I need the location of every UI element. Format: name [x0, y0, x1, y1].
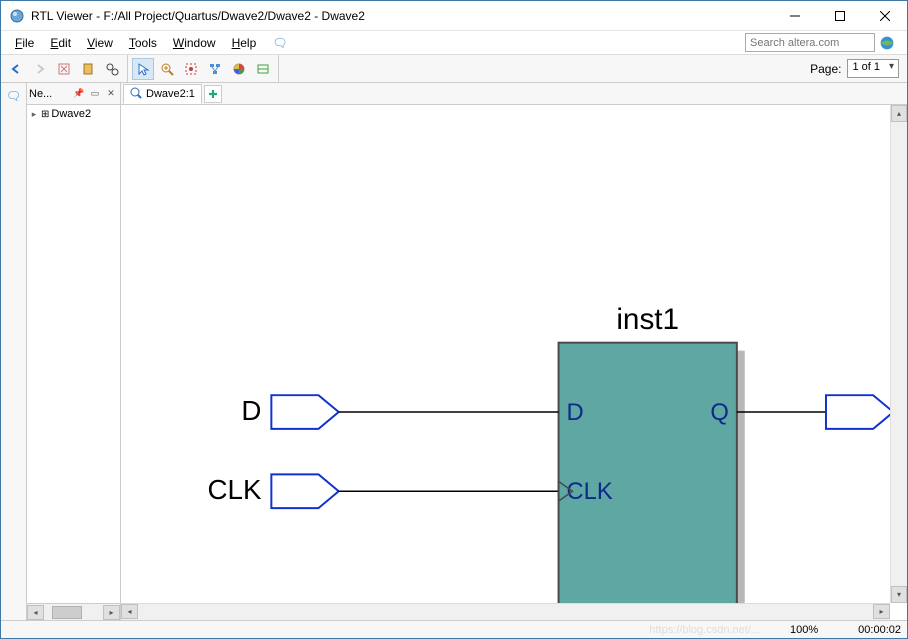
- scroll-left-icon[interactable]: ◂: [27, 605, 44, 620]
- tree-root-label: Dwave2: [51, 108, 91, 120]
- schematic-tab[interactable]: Dwave2:1: [123, 84, 202, 104]
- netlist-hscroll[interactable]: ◂ ▸: [27, 603, 120, 620]
- canvas-scroll-left-icon[interactable]: ◂: [121, 604, 138, 619]
- watermark-text: https://blog.csdn.net/...: [649, 624, 760, 636]
- refresh-button[interactable]: [53, 58, 75, 80]
- left-gutter: 🗨: [1, 83, 27, 620]
- scroll-thumb[interactable]: [52, 606, 82, 619]
- add-tab-button[interactable]: ✚: [204, 85, 222, 103]
- zoom-tool[interactable]: [156, 58, 178, 80]
- bookmark-button[interactable]: [77, 58, 99, 80]
- minimize-button[interactable]: [772, 1, 817, 30]
- back-button[interactable]: [5, 58, 27, 80]
- globe-icon[interactable]: [879, 35, 895, 51]
- expand-icon[interactable]: ▸: [29, 109, 39, 120]
- netlist-panel: Ne... 📌 ▭ ✕ ▸ ⊞ Dwave2 ◂ ▸: [27, 83, 121, 620]
- pin-icon[interactable]: 📌: [72, 87, 86, 101]
- search-input[interactable]: [745, 33, 875, 52]
- page-label: Page:: [810, 62, 841, 76]
- menu-view[interactable]: View: [79, 34, 121, 52]
- color-tool[interactable]: [228, 58, 250, 80]
- status-bar: https://blog.csdn.net/... 100% 00:00:02: [1, 620, 907, 638]
- netlist-tree[interactable]: ▸ ⊞ Dwave2: [27, 105, 120, 603]
- workspace: 🗨 Ne... 📌 ▭ ✕ ▸ ⊞ Dwave2 ◂ ▸ Dwave2:1: [1, 83, 907, 620]
- hierarchy-icon: ⊞: [41, 109, 49, 120]
- tab-bar: Dwave2:1 ✚: [121, 83, 907, 105]
- menu-tools[interactable]: Tools: [121, 34, 165, 52]
- scroll-down-icon[interactable]: ▾: [891, 586, 907, 603]
- app-icon: [9, 8, 25, 24]
- elapsed-time: 00:00:02: [858, 624, 901, 636]
- svg-text:CLK: CLK: [566, 478, 612, 505]
- pointer-tool[interactable]: [132, 58, 154, 80]
- menu-feedback-icon[interactable]: 🗨: [264, 34, 295, 52]
- find-button[interactable]: [101, 58, 123, 80]
- fit-tool[interactable]: [180, 58, 202, 80]
- comment-icon[interactable]: 🗨: [6, 89, 21, 103]
- canvas-scroll-right-icon[interactable]: ▸: [873, 604, 890, 619]
- svg-text:Q: Q: [710, 399, 728, 426]
- toolbar: Page: 1 of 1: [1, 55, 907, 83]
- menu-file[interactable]: File: [7, 34, 42, 52]
- menu-bar: File Edit View Tools Window Help 🗨: [1, 31, 907, 55]
- scroll-up-icon[interactable]: ▴: [891, 105, 907, 122]
- page-selector[interactable]: 1 of 1: [847, 59, 899, 78]
- tab-icon: [130, 87, 142, 102]
- tree-root-row[interactable]: ▸ ⊞ Dwave2: [29, 107, 120, 121]
- hierarchy-tool[interactable]: [204, 58, 226, 80]
- svg-text:D: D: [566, 399, 583, 426]
- close-button[interactable]: [862, 1, 907, 30]
- netlist-header: Ne... 📌 ▭ ✕: [27, 83, 120, 105]
- net-tool[interactable]: [252, 58, 274, 80]
- svg-text:D: D: [241, 395, 261, 426]
- main-area: Dwave2:1 ✚ inst1DDCLKCLKQQ ▴ ▾ ◂ ▸: [121, 83, 907, 620]
- panel-close-icon[interactable]: ✕: [104, 87, 118, 101]
- menu-window[interactable]: Window: [165, 34, 224, 52]
- forward-button[interactable]: [29, 58, 51, 80]
- tab-label: Dwave2:1: [146, 88, 195, 100]
- dock-icon[interactable]: ▭: [88, 87, 102, 101]
- scroll-right-icon[interactable]: ▸: [103, 605, 120, 620]
- window-controls: [772, 1, 907, 30]
- menu-edit[interactable]: Edit: [42, 34, 79, 52]
- svg-text:inst1: inst1: [616, 303, 679, 336]
- canvas-vscroll[interactable]: ▴ ▾: [890, 105, 907, 603]
- zoom-level: 100%: [790, 624, 818, 636]
- menu-help[interactable]: Help: [224, 34, 265, 52]
- netlist-header-label: Ne...: [29, 88, 70, 100]
- title-bar: RTL Viewer - F:/All Project/Quartus/Dwav…: [1, 1, 907, 31]
- schematic-canvas[interactable]: inst1DDCLKCLKQQ ▴ ▾ ◂ ▸: [121, 105, 907, 620]
- maximize-button[interactable]: [817, 1, 862, 30]
- window-title: RTL Viewer - F:/All Project/Quartus/Dwav…: [31, 9, 772, 23]
- canvas-hscroll[interactable]: ◂ ▸: [121, 603, 890, 620]
- svg-text:CLK: CLK: [208, 474, 262, 505]
